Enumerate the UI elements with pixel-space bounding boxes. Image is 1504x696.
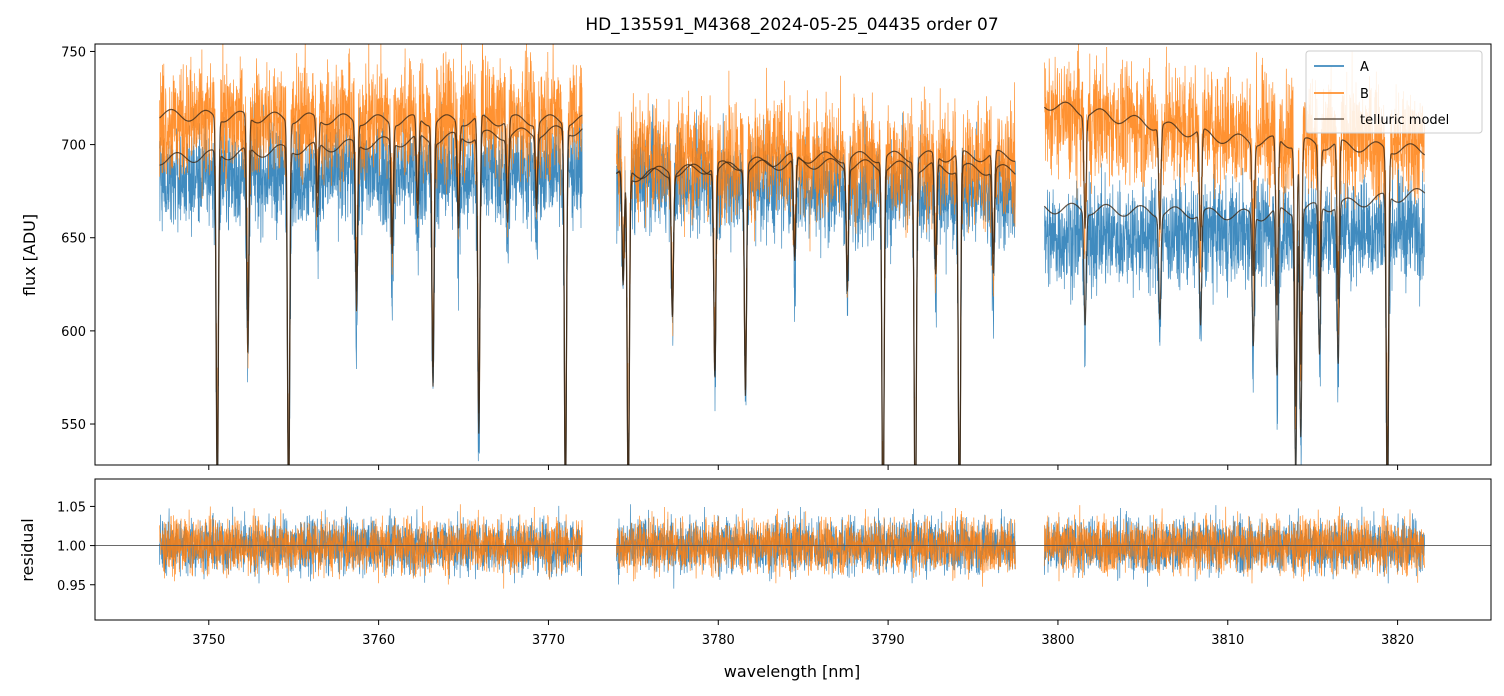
residual-plot-area <box>95 504 1491 589</box>
flux-y-tick-label: 650 <box>61 232 86 247</box>
flux-series-a-segment-1 <box>159 100 583 465</box>
x-tick-label: 3810 <box>1211 633 1244 648</box>
residual-y-tick-label: 1.05 <box>57 500 86 515</box>
flux-y-ticks: 550 600 650 700 750 <box>61 45 95 433</box>
x-tick-label: 3750 <box>192 633 225 648</box>
legend-label-a: A <box>1360 60 1369 75</box>
residual-series-b-segment-2 <box>616 506 1016 587</box>
flux-y-tick-label: 600 <box>61 325 86 340</box>
flux-plot-area <box>159 44 1426 465</box>
residual-y-tick-label: 0.95 <box>57 579 86 594</box>
x-tick-label: 3800 <box>1041 633 1074 648</box>
x-tick-label: 3760 <box>362 633 395 648</box>
flux-panel: 550 600 650 700 750 flux [ADU] <box>20 43 1492 470</box>
residual-x-ticks: 3750 3760 3770 3780 3790 3800 3810 3820 <box>192 620 1414 648</box>
flux-series-b-segment-2 <box>616 67 1016 465</box>
x-tick-label: 3820 <box>1381 633 1414 648</box>
residual-y-label: residual <box>18 518 37 581</box>
flux-x-ticks <box>208 465 1399 470</box>
flux-y-label: flux [ADU] <box>20 214 39 296</box>
legend-label-telluric: telluric model <box>1360 113 1449 128</box>
telluric-model-2-segment-3 <box>1043 101 1426 465</box>
flux-series-b-segment-1 <box>159 44 583 465</box>
flux-axes-frame <box>94 43 1492 466</box>
residual-series-b-segment-1 <box>159 504 583 589</box>
legend-label-b: B <box>1360 87 1369 102</box>
legend: A B telluric model <box>1305 50 1483 134</box>
flux-y-tick-label: 700 <box>61 139 86 154</box>
telluric-model-2-segment-2 <box>616 149 1016 465</box>
telluric-model-1-segment-1 <box>159 125 583 465</box>
flux-y-tick-label: 550 <box>61 418 86 433</box>
flux-y-tick-label: 750 <box>61 45 86 60</box>
chart-title: HD_135591_M4368_2024-05-25_04435 order 0… <box>585 15 998 35</box>
x-tick-label: 3790 <box>872 633 905 648</box>
telluric-model-1-segment-3 <box>1043 188 1426 465</box>
residual-axes-frame <box>94 478 1492 621</box>
residual-y-tick-label: 1.00 <box>57 540 86 555</box>
residual-y-ticks: 0.95 1.00 1.05 <box>57 500 95 594</box>
telluric-model-2-segment-1 <box>159 108 583 465</box>
flux-series-a-segment-3 <box>1043 158 1425 465</box>
x-axis-label: wavelength [nm] <box>724 662 861 681</box>
flux-series-b-segment-3 <box>1043 44 1425 465</box>
x-tick-label: 3770 <box>532 633 565 648</box>
residual-panel: 0.95 1.00 1.05 3750 3760 3770 3780 3790 3800 381… <box>18 478 1492 648</box>
telluric-model-1-segment-2 <box>615 157 1016 465</box>
x-tick-label: 3780 <box>702 633 735 648</box>
